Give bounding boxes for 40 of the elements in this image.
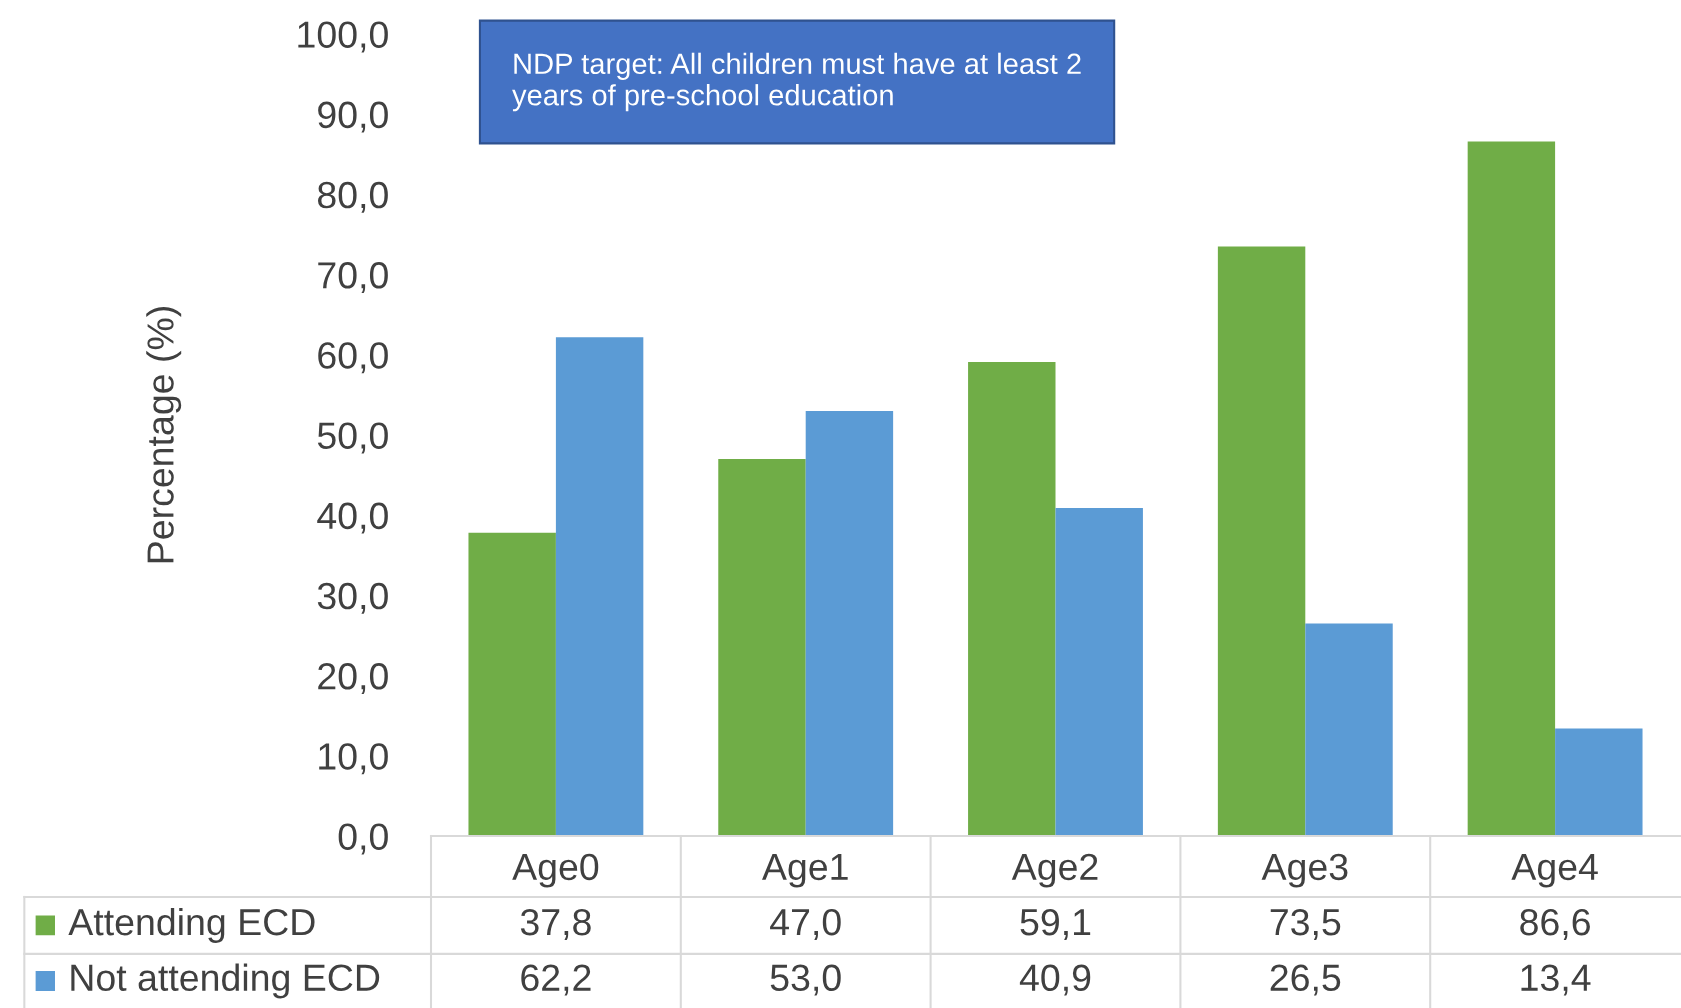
data-label: 73,5	[1270, 908, 1341, 940]
data-label: 53,0	[770, 964, 841, 996]
data-label: 86,6	[1520, 908, 1590, 940]
y-axis-title: Percentage (%)	[146, 307, 182, 563]
y-tick-label: 40,0	[317, 502, 388, 534]
y-tick-label: 10,0	[319, 743, 388, 775]
legend-label: Not attending ECD	[71, 963, 380, 999]
bar	[468, 532, 556, 836]
bar	[1555, 728, 1643, 836]
bar	[718, 459, 806, 836]
y-tick-label: 20,0	[318, 663, 388, 694]
data-label: 40,9	[1019, 964, 1091, 996]
x-tick-label: Age3	[1261, 853, 1348, 888]
y-tick-label: 50,0	[317, 422, 388, 454]
bar	[1305, 623, 1393, 836]
bar	[805, 410, 894, 836]
y-tick-label: 0,0	[338, 823, 388, 855]
legend-label: Attending ECD	[68, 907, 315, 943]
data-label: 59,1	[1020, 908, 1091, 940]
x-tick-label: Age0	[512, 853, 599, 888]
bar	[1217, 246, 1306, 836]
bar	[1055, 507, 1143, 836]
x-tick-label: Age1	[761, 854, 848, 888]
data-label: 62,2	[521, 964, 591, 996]
data-label: 37,8	[520, 908, 591, 940]
bar	[555, 337, 644, 836]
x-tick-label: Age2	[1011, 853, 1098, 888]
data-label: 13,4	[1521, 964, 1591, 996]
y-tick-label: 90,0	[318, 101, 388, 133]
data-label: 47,0	[770, 908, 841, 940]
bar	[968, 362, 1056, 836]
y-tick-label: 30,0	[317, 582, 388, 614]
data-label: 26,5	[1270, 964, 1341, 996]
y-tick-label: 80,0	[317, 181, 388, 213]
x-tick-label: Age4	[1511, 854, 1598, 888]
y-tick-label: 100,0	[298, 21, 388, 53]
bar	[1467, 141, 1556, 836]
annotation: NDP target: All children must have at least 2 years of pre-school education	[512, 52, 1081, 112]
y-tick-label: 60,0	[318, 342, 388, 374]
y-tick-label: 70,0	[318, 262, 388, 293]
